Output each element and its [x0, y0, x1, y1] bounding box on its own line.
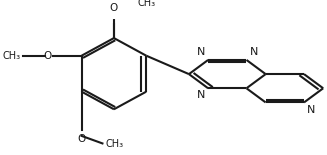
Text: O: O — [110, 3, 118, 13]
Text: CH₃: CH₃ — [138, 0, 156, 8]
Text: N: N — [197, 90, 205, 100]
Text: O: O — [77, 134, 86, 144]
Text: N: N — [307, 105, 316, 115]
Text: CH₃: CH₃ — [3, 51, 21, 61]
Text: O: O — [43, 51, 51, 61]
Text: CH₃: CH₃ — [106, 139, 124, 149]
Text: N: N — [250, 47, 258, 57]
Text: N: N — [197, 47, 205, 57]
